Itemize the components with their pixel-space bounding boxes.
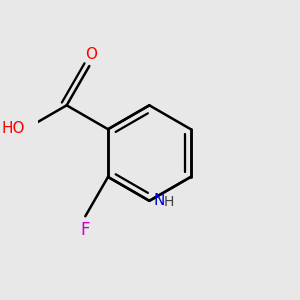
Text: F: F [81, 221, 90, 239]
Text: HO: HO [2, 121, 25, 136]
Text: N: N [154, 193, 165, 208]
Text: H: H [163, 195, 174, 209]
Text: O: O [85, 47, 97, 62]
